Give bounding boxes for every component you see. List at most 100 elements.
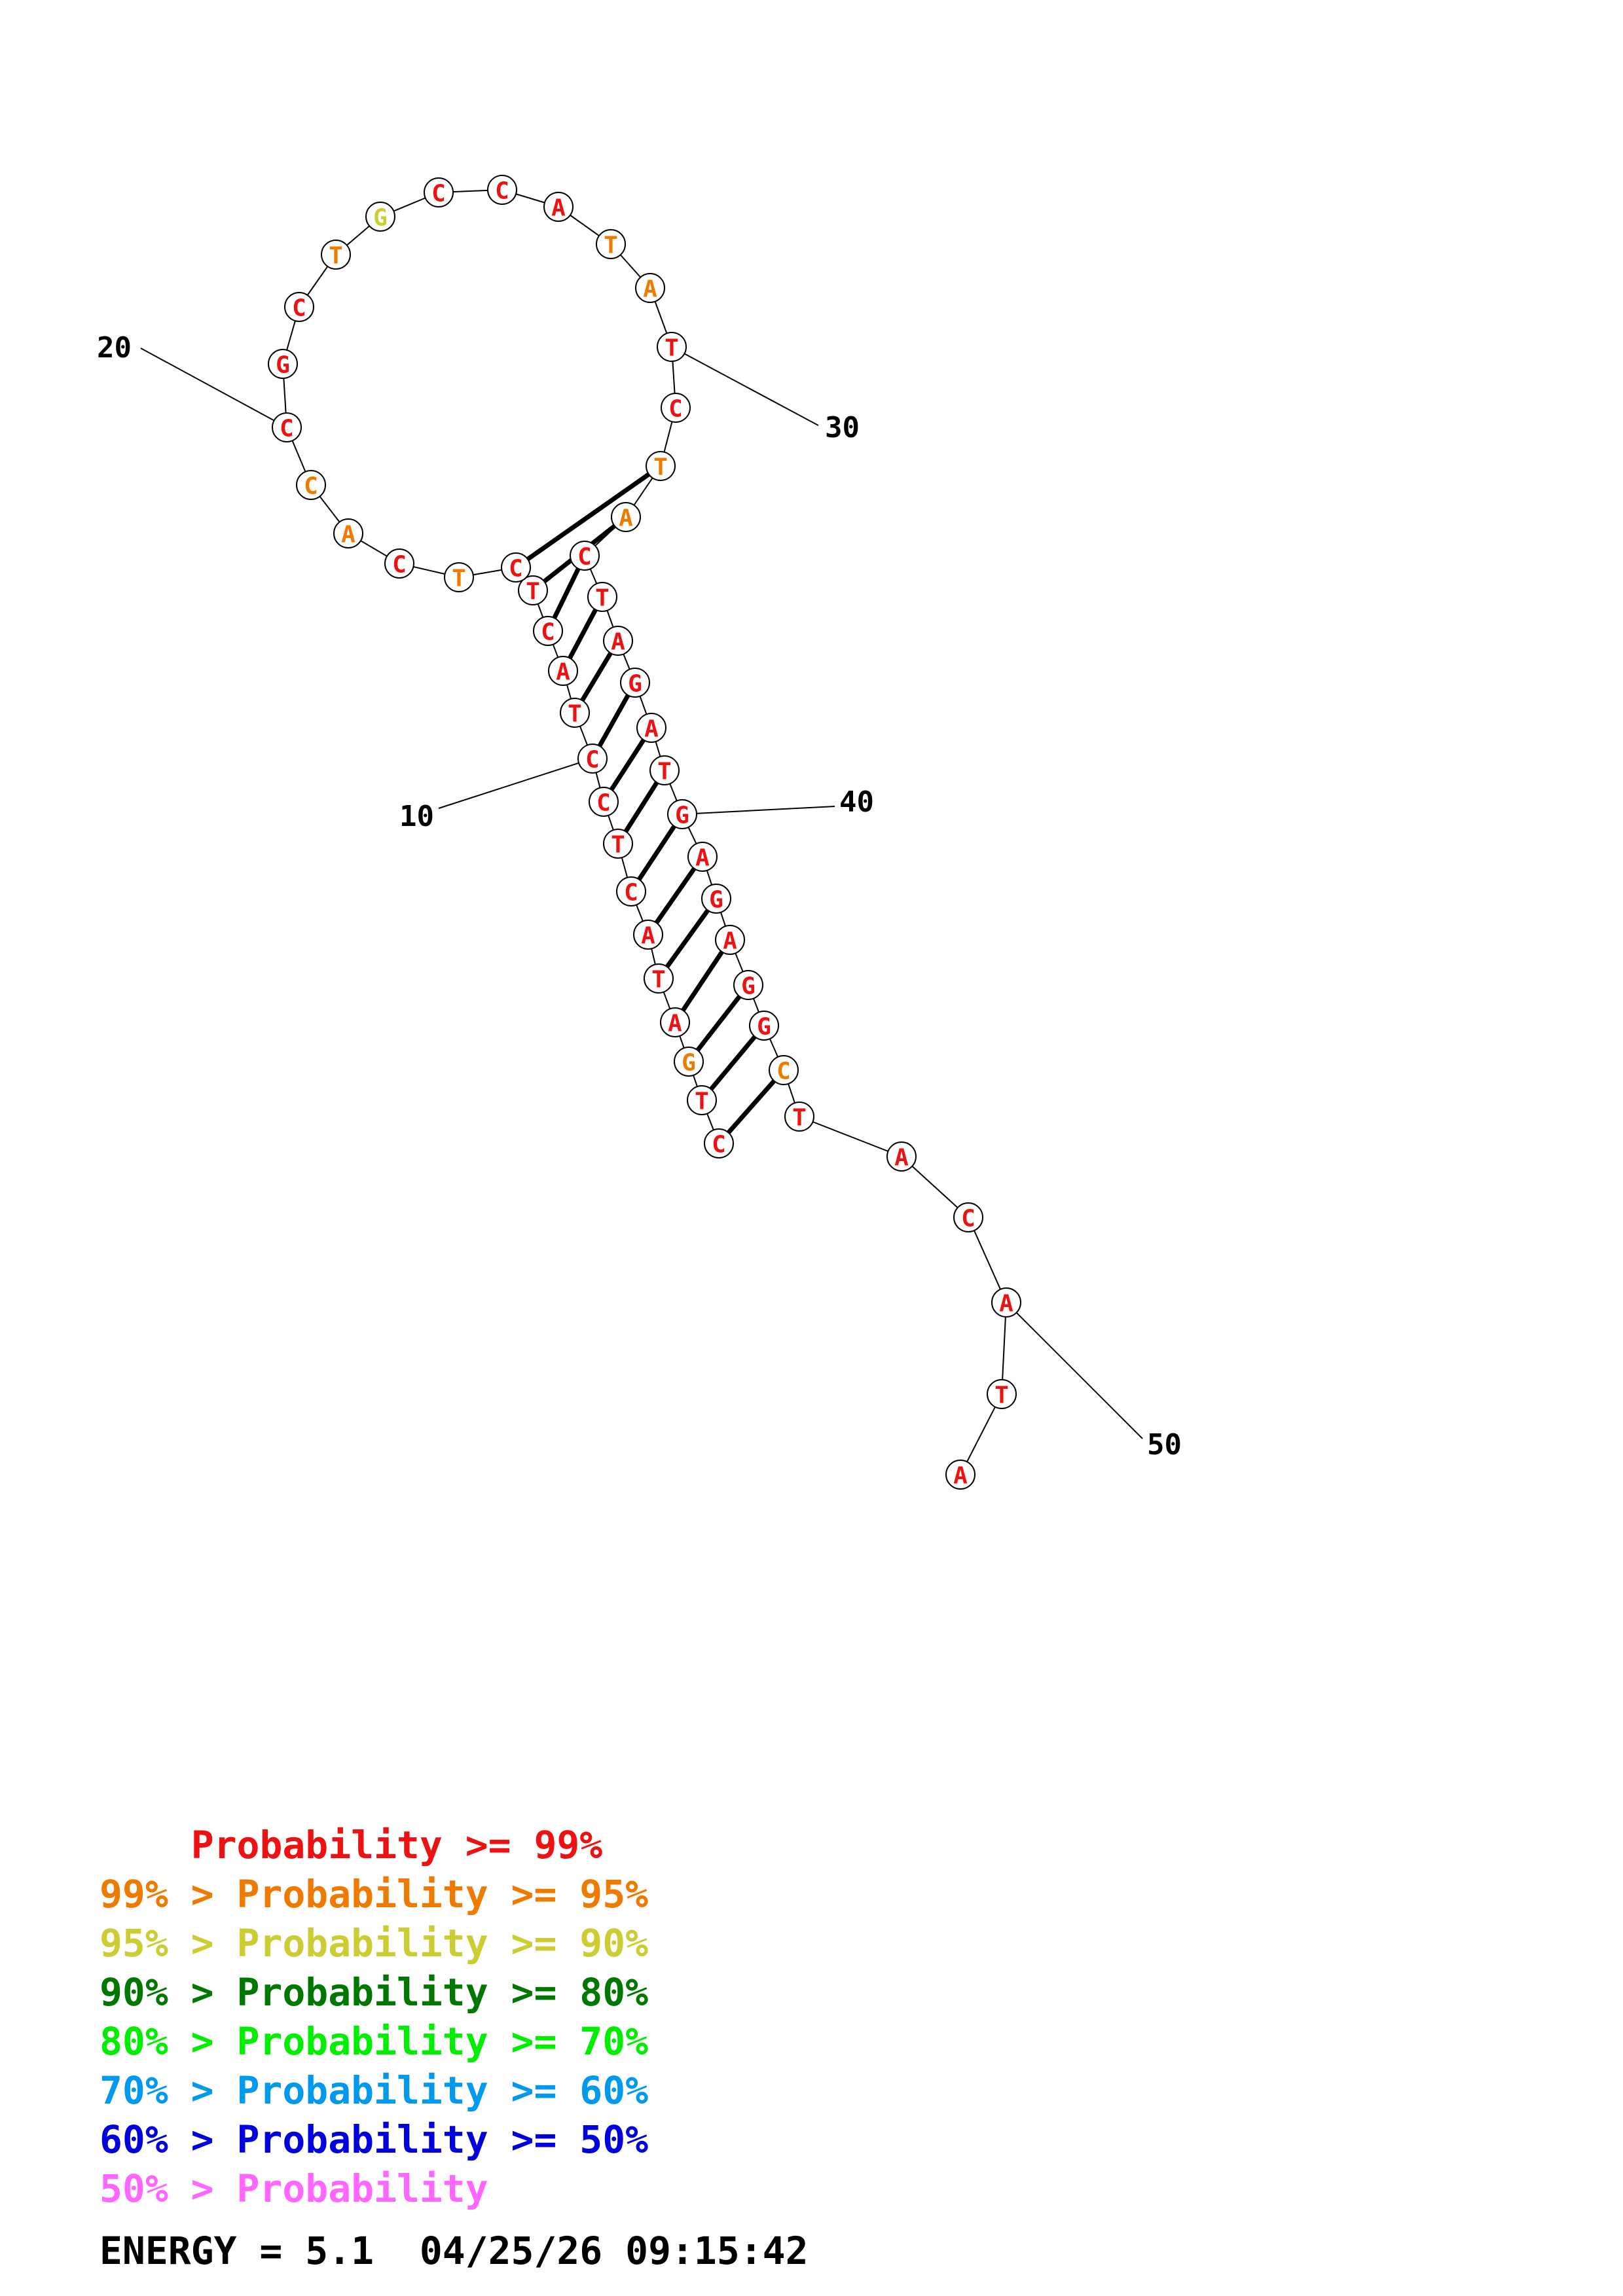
nucleotide-letter: G xyxy=(276,352,290,379)
base-pair-lines xyxy=(526,472,776,1134)
nucleotide-letter: A xyxy=(551,195,566,222)
legend-prefix: 99% > xyxy=(100,1872,237,1916)
legend-text: Probability >= 50% xyxy=(236,2117,649,2162)
nucleotide: A xyxy=(333,518,363,548)
nucleotide-circle xyxy=(424,177,454,207)
nucleotide-letter: C xyxy=(495,178,509,205)
nucleotide-circle xyxy=(667,799,697,829)
nucleotide-circle xyxy=(501,552,531,583)
nucleotide-letter: T xyxy=(651,967,666,994)
base-pair-bond xyxy=(526,472,650,562)
nucleotide-letter: C xyxy=(509,556,523,583)
nucleotide: T xyxy=(321,240,351,270)
nucleotide-circle xyxy=(660,1007,690,1037)
base-pair-bond xyxy=(665,908,710,969)
nucleotide: C xyxy=(769,1055,799,1085)
nucleotide-circle xyxy=(635,273,665,303)
legend-text: Probability xyxy=(236,2166,488,2211)
nucleotide: T xyxy=(657,332,687,362)
nucleotide-letter: A xyxy=(953,1463,968,1490)
nucleotide-letter: T xyxy=(994,1382,1009,1409)
index-label-20: 20 xyxy=(97,331,132,365)
nucleotide-circle xyxy=(611,502,641,532)
base-pair-bond xyxy=(637,825,676,881)
legend-text: Probability >= 99% xyxy=(191,1823,603,1867)
nucleotide-circle xyxy=(577,744,608,774)
nucleotide-letter: G xyxy=(682,1050,696,1077)
base-pair-bond xyxy=(654,867,697,924)
nucleotide-circle xyxy=(644,963,674,994)
index-label-30: 30 xyxy=(825,411,860,444)
energy-value: ENERGY = 5.1 xyxy=(100,2229,374,2273)
nucleotide-circle xyxy=(533,616,563,646)
nucleotide-letter: C xyxy=(280,416,294,442)
nucleotide-circle xyxy=(548,656,578,686)
nucleotide: T xyxy=(518,575,548,605)
nucleotide-circle xyxy=(953,1202,983,1232)
nucleotide: A xyxy=(945,1460,976,1490)
nucleotide-letter: C xyxy=(776,1058,791,1085)
base-pair-bond xyxy=(681,950,724,1012)
nucleotide-circle xyxy=(991,1287,1021,1318)
base-pair-bond xyxy=(726,1079,776,1134)
nucleotide-letter: T xyxy=(595,585,610,612)
nucleotide-circle xyxy=(674,1047,704,1077)
nucleotide-circle xyxy=(616,876,646,906)
nucleotide-letter: C xyxy=(304,473,318,500)
nucleotide-letter: C xyxy=(596,790,611,817)
nucleotide-circle xyxy=(596,229,626,259)
nucleotide: C xyxy=(501,552,531,583)
backbone-segment xyxy=(799,1116,902,1157)
nucleotide-circle xyxy=(518,575,548,605)
nucleotide: A xyxy=(715,925,745,955)
nucleotide-circle xyxy=(749,1011,779,1041)
nucleotide-circle xyxy=(384,548,414,579)
nucleotide-circle xyxy=(701,884,731,914)
nucleotide-letter: T xyxy=(452,565,466,592)
nucleotide-letter: C xyxy=(431,181,446,207)
nucleotide-letter: A xyxy=(668,1011,682,1037)
legend-row: 60% > Probability >= 50% xyxy=(100,2117,648,2162)
nucleotide-letter: T xyxy=(665,335,679,362)
nucleotide-letter: G xyxy=(675,802,689,829)
nucleotide: C xyxy=(533,616,563,646)
nucleotide: C xyxy=(296,470,326,500)
index-tick xyxy=(671,346,819,426)
nucleotide-letter: A xyxy=(556,659,570,686)
legend-row: 99% > Probability >= 95% xyxy=(100,1872,648,1916)
index-tick xyxy=(682,806,835,815)
base-pair-bond xyxy=(580,652,613,702)
nucleotide-circle xyxy=(886,1141,917,1172)
nucleotide: C xyxy=(953,1202,983,1232)
nucleotide-letter: G xyxy=(628,671,642,698)
nucleotide-letter: T xyxy=(695,1088,709,1115)
nucleotide: A xyxy=(687,842,718,872)
legend-prefix xyxy=(100,1823,191,1867)
nucleotide: A xyxy=(636,713,666,743)
nucleotide-circle xyxy=(633,920,663,950)
nucleotide-circle xyxy=(704,1128,734,1158)
timestamp: 04/25/26 09:15:42 xyxy=(419,2229,809,2273)
legend-prefix: 95% > xyxy=(100,1921,237,1965)
nucleotide: C xyxy=(424,177,454,207)
nucleotide-letter: C xyxy=(624,880,638,906)
index-label-10: 10 xyxy=(399,800,434,833)
nucleotide: C xyxy=(284,292,314,322)
nucleotide: G xyxy=(749,1011,779,1041)
legend-prefix: 80% > xyxy=(100,2019,237,2064)
base-pair-bond xyxy=(709,1035,757,1091)
nucleotide: T xyxy=(587,582,617,612)
legend-row: 70% > Probability >= 60% xyxy=(100,2068,648,2113)
index-label-50: 50 xyxy=(1147,1428,1182,1462)
nucleotide: A xyxy=(633,920,663,950)
index-tick-lines xyxy=(140,346,1143,1439)
index-tick xyxy=(1006,1302,1143,1439)
nucleotide: G xyxy=(701,884,731,914)
base-pair-bond xyxy=(552,567,581,619)
index-tick xyxy=(140,348,287,428)
nucleotide-circle xyxy=(945,1460,976,1490)
nucleotide-letter: C xyxy=(577,544,592,571)
nucleotide: G xyxy=(268,349,298,379)
nucleotide: G xyxy=(674,1047,704,1077)
